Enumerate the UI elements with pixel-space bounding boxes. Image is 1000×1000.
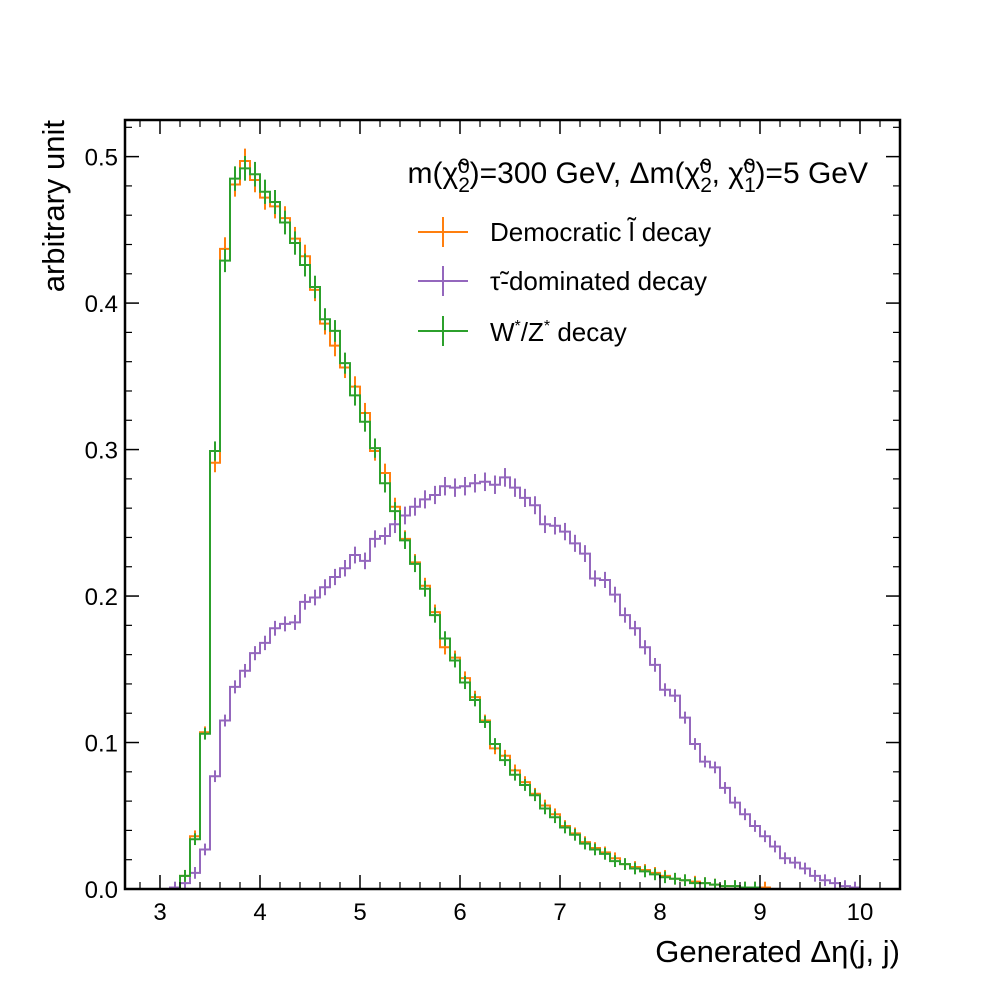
- y-tick-label: 0.1: [85, 731, 118, 758]
- legend-label-wz: W*/Z* decay: [490, 317, 627, 347]
- header-part: )=5 GeV: [755, 157, 868, 190]
- plot-frame: [123, 118, 902, 891]
- x-tick-label: 5: [353, 899, 366, 926]
- x-tick-label: 4: [253, 899, 266, 926]
- legend-entry-democratic: Democratic l̃ decay: [418, 217, 711, 247]
- x-tick-label: 8: [653, 899, 666, 926]
- legend-entry-tau-dominated: τ̃-dominated decay: [418, 266, 707, 296]
- series-1: [160, 468, 860, 890]
- x-tick-label: 6: [453, 899, 466, 926]
- x-tick-label: 10: [847, 899, 874, 926]
- header-superscript: 0: [458, 155, 470, 178]
- legend-label-tau-dominated: τ̃-dominated decay: [490, 266, 707, 296]
- x-tick-label: 7: [553, 899, 566, 926]
- y-axis-title: arbitrary unit: [36, 120, 71, 293]
- y-tick-label: 0.2: [85, 584, 118, 611]
- header-superscript: 0: [700, 155, 712, 178]
- legend-label-democratic: Democratic l̃ decay: [490, 217, 711, 247]
- x-tick-label: 9: [753, 899, 766, 926]
- y-tick-label: 0.4: [85, 291, 118, 318]
- y-tick-label: 0.3: [85, 438, 118, 465]
- chart-header-annotation: m(χ̃20)=300 GeV, Δm(χ̃20, χ̃10)=5 GeV: [408, 155, 868, 197]
- x-tick-label: 3: [153, 899, 166, 926]
- y-tick-label: 0.5: [85, 145, 118, 172]
- series-0: [170, 148, 780, 890]
- series-2: [170, 156, 770, 890]
- x-axis-title: Generated Δη(j, j): [655, 934, 900, 969]
- series-step-line: [170, 160, 780, 890]
- series-step-line: [160, 476, 860, 890]
- header-subscript: 1: [744, 174, 756, 197]
- series-layer: [160, 148, 860, 890]
- y-tick-label: 0.0: [85, 877, 118, 904]
- header-superscript: 0: [744, 155, 756, 178]
- header-subscript: 2: [458, 174, 470, 197]
- legend-entry-wz: W*/Z* decay: [418, 316, 627, 347]
- header-part: )=300 GeV, Δm(χ̃: [470, 157, 712, 190]
- legend: Democratic l̃ decay τ̃-dominated decay W…: [418, 217, 711, 347]
- header-subscript: 2: [700, 174, 712, 197]
- series-step-line: [170, 167, 770, 890]
